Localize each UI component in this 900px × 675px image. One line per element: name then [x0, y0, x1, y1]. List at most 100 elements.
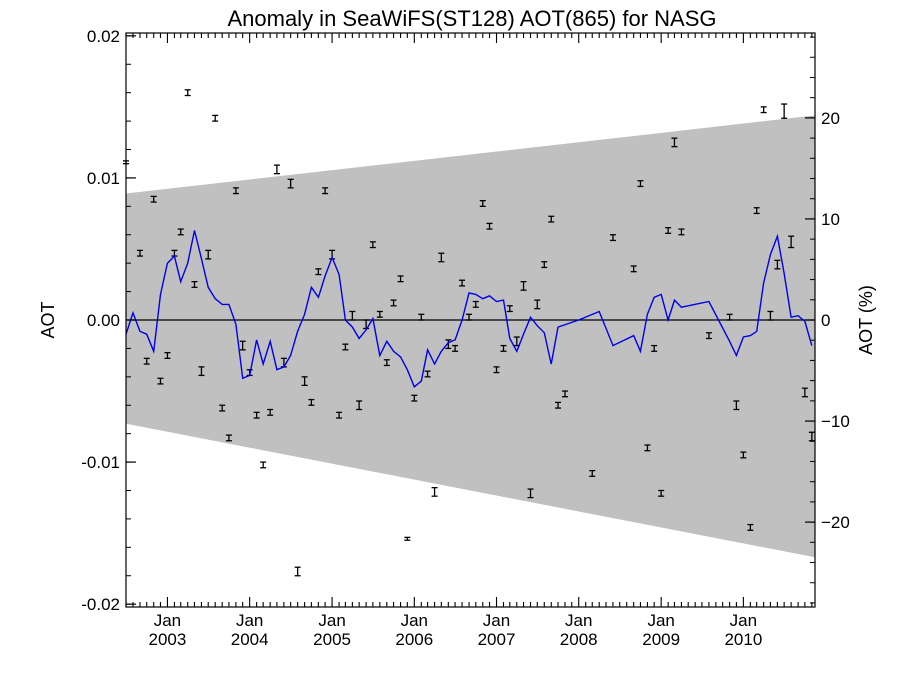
x-tick-label-year: 2008 [560, 630, 598, 649]
y2-tick-label: 20 [821, 109, 840, 128]
x-tick-label-month: Jan [483, 611, 510, 630]
data-point [308, 398, 315, 406]
data-point [239, 340, 246, 351]
data-point [630, 265, 637, 273]
data-point [390, 299, 397, 307]
data-point [452, 344, 459, 352]
data-point [459, 279, 466, 287]
data-point [342, 343, 349, 351]
data-point [760, 106, 767, 114]
data-point [541, 261, 548, 269]
data-point [527, 488, 534, 499]
data-point [424, 370, 431, 378]
data-point [678, 228, 685, 236]
data-point [376, 310, 383, 318]
y2-tick-label: −10 [821, 412, 850, 431]
data-point [609, 234, 616, 242]
y2-tick-label: −20 [821, 513, 850, 532]
data-point [561, 390, 568, 398]
data-point [651, 344, 658, 352]
data-point [466, 313, 473, 321]
x-tick-label-month: Jan [565, 611, 592, 630]
data-point [486, 222, 493, 230]
data-point [445, 339, 452, 350]
data-point [520, 280, 527, 291]
data-point [637, 180, 644, 188]
data-point [225, 434, 232, 442]
data-point [205, 249, 212, 260]
data-point [363, 319, 370, 330]
data-point [589, 469, 596, 477]
data-point [438, 252, 445, 263]
data-point [411, 394, 418, 402]
data-point [315, 268, 322, 276]
data-point [753, 207, 760, 215]
plot-area: 0.020.010.00-0.01-0.0220100−10−20Jan2003… [81, 27, 850, 649]
x-tick-label-year: 2009 [642, 630, 680, 649]
y-tick-label: -0.01 [81, 453, 120, 472]
data-point [548, 215, 555, 223]
data-point [336, 411, 343, 419]
data-point [418, 313, 425, 321]
data-point [534, 299, 541, 310]
x-tick-label-month: Jan [154, 611, 181, 630]
data-point [740, 451, 747, 459]
y-tick-label: -0.02 [81, 595, 120, 614]
data-point [273, 164, 280, 175]
data-point [767, 310, 774, 321]
data-point [294, 566, 301, 577]
data-point [136, 249, 143, 257]
data-point [287, 178, 294, 189]
x-tick-label-month: Jan [730, 611, 757, 630]
data-point [356, 400, 363, 411]
data-point [260, 461, 267, 469]
data-point [665, 226, 672, 234]
data-point [322, 187, 329, 195]
y-tick-label: 0.02 [87, 27, 120, 46]
data-point [747, 523, 754, 531]
data-point [733, 400, 740, 411]
data-point [781, 103, 788, 119]
data-point [808, 431, 815, 442]
x-tick-label-month: Jan [318, 611, 345, 630]
chart-title: Anomaly in SeaWiFS(ST128) AOT(865) for N… [227, 6, 716, 31]
data-point [500, 344, 507, 352]
x-tick-label-year: 2004 [231, 630, 269, 649]
data-point [397, 275, 404, 283]
y-tick-label: 0.00 [87, 311, 120, 330]
y2-tick-label: 0 [821, 311, 830, 330]
data-point [555, 401, 562, 409]
data-point [658, 489, 665, 497]
data-point [150, 195, 157, 203]
x-tick-label-year: 2005 [313, 630, 351, 649]
data-point [671, 137, 678, 148]
x-tick-label-month: Jan [647, 611, 674, 630]
y-tick-label: 0.01 [87, 169, 120, 188]
data-point [644, 444, 651, 452]
data-point [143, 357, 150, 365]
data-point [383, 359, 390, 367]
data-point [184, 89, 191, 97]
anomaly-line [126, 230, 813, 388]
data-point [164, 352, 171, 360]
data-point [726, 313, 733, 321]
y2-axis-label: AOT (%) [856, 285, 876, 355]
data-point [369, 241, 376, 249]
data-point [198, 366, 205, 377]
data-point [472, 300, 479, 308]
data-point [349, 310, 356, 321]
data-point [267, 408, 274, 416]
y2-tick-label: 10 [821, 210, 840, 229]
data-point [253, 411, 260, 419]
data-point [191, 280, 198, 288]
data-point [431, 487, 438, 497]
x-tick-label-year: 2003 [149, 630, 187, 649]
data-point [232, 187, 239, 195]
data-point [493, 366, 500, 374]
x-tick-label-year: 2006 [395, 630, 433, 649]
data-point [506, 305, 513, 313]
data-point [301, 376, 308, 387]
data-point [705, 332, 712, 340]
x-tick-label-month: Jan [236, 611, 263, 630]
